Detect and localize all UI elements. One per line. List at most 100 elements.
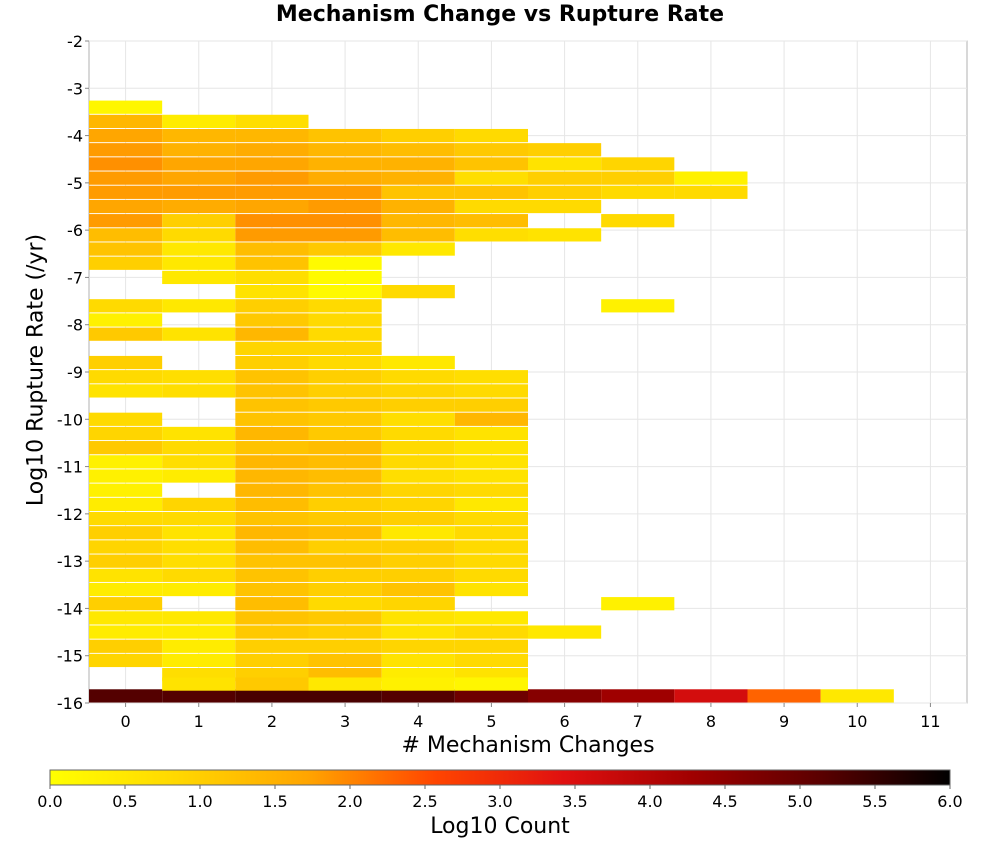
- heatmap-cell: [601, 185, 675, 199]
- heatmap-cell: [601, 214, 675, 228]
- heatmap-cell: [162, 327, 236, 341]
- heatmap-cell: [454, 611, 528, 625]
- y-tick-label: -14: [57, 599, 83, 618]
- heatmap-cell: [528, 185, 602, 199]
- heatmap-cell: [308, 611, 382, 625]
- heatmap-cell: [89, 299, 163, 313]
- heatmap-cell: [381, 199, 455, 214]
- heatmap-cell: [235, 455, 309, 469]
- heatmap-cell: [381, 455, 455, 469]
- x-tick-label: 3: [340, 712, 350, 731]
- heatmap-cell: [308, 370, 382, 384]
- colorbar-tick-label: 0.5: [112, 792, 137, 811]
- chart-title: Mechanism Change vs Rupture Rate: [275, 2, 725, 27]
- heatmap-cell: [89, 384, 163, 398]
- x-tick-label: 11: [920, 712, 940, 731]
- heatmap-cell: [454, 199, 528, 214]
- heatmap-cell: [308, 412, 382, 426]
- heatmap-cell: [89, 370, 163, 384]
- x-tick-label: 1: [194, 712, 204, 731]
- heatmap-cell: [381, 511, 455, 526]
- heatmap-cell: [528, 689, 602, 703]
- heatmap-cell: [235, 582, 309, 597]
- heatmap-cell: [235, 256, 309, 270]
- heatmap-cell: [235, 483, 309, 497]
- heatmap-cell: [308, 597, 382, 611]
- heatmap-cell: [235, 540, 309, 554]
- colorbar-tick-label: 1.0: [187, 792, 212, 811]
- heatmap-cell: [235, 497, 309, 512]
- heatmap-cell: [308, 143, 382, 157]
- heatmap-cell: [89, 157, 163, 171]
- heatmap-cell: [162, 114, 236, 129]
- heatmap-cell: [235, 677, 309, 691]
- heatmap-cell: [89, 689, 163, 703]
- heatmap-cell: [89, 214, 163, 228]
- heatmap-cell: [235, 299, 309, 313]
- heatmap-cell: [162, 199, 236, 214]
- heatmap-cell: [235, 639, 309, 653]
- heatmap-cell: [454, 157, 528, 171]
- heatmap-cell: [89, 171, 163, 185]
- colorbar-tick-label: 5.5: [862, 792, 887, 811]
- heatmap-cell: [381, 540, 455, 554]
- heatmap-cell: [381, 426, 455, 441]
- heatmap-cell: [89, 100, 163, 114]
- heatmap-cell: [454, 568, 528, 582]
- heatmap-cell: [601, 689, 675, 703]
- heatmap-cell: [308, 582, 382, 597]
- heatmap-cell: [308, 625, 382, 639]
- heatmap-cell: [89, 114, 163, 129]
- heatmap-cell: [162, 497, 236, 512]
- heatmap-cell: [235, 441, 309, 455]
- heatmap-cell: [381, 171, 455, 185]
- heatmap-cell: [601, 299, 675, 313]
- heatmap-cell: [162, 455, 236, 469]
- y-tick-label: -3: [67, 79, 83, 98]
- heatmap-cell: [162, 242, 236, 256]
- heatmap-cell: [235, 143, 309, 157]
- y-tick-label: -8: [67, 316, 83, 335]
- heatmap-cell: [308, 327, 382, 341]
- x-tick-label: 4: [413, 712, 423, 731]
- heatmap-cell: [162, 568, 236, 582]
- heatmap-cell: [454, 653, 528, 668]
- heatmap-cell: [381, 412, 455, 426]
- heatmap-cell: [89, 597, 163, 611]
- y-tick-label: -2: [67, 32, 83, 51]
- heatmap-cell: [381, 384, 455, 398]
- axis-ticks: 0 1 2 3 4 5 6 7 8 9 10 11 -2 -3 -4 -5 -6 -7 -8 -9 -10 -11 -12 -…: [57, 32, 941, 731]
- heatmap-cell: [381, 214, 455, 228]
- heatmap-cell: [528, 171, 602, 185]
- heatmap-cell: [308, 214, 382, 228]
- heatmap-cell: [89, 611, 163, 625]
- heatmap-cell: [381, 185, 455, 199]
- y-tick-label: -4: [67, 127, 83, 146]
- heatmap-cell: [162, 540, 236, 554]
- heatmap-cell: [89, 497, 163, 512]
- heatmap-cell: [454, 526, 528, 540]
- heatmap-cell: [308, 689, 382, 703]
- heatmap-cell: [381, 677, 455, 691]
- colorbar-tick-label: 6.0: [937, 792, 962, 811]
- heatmap-cell: [454, 128, 528, 143]
- heatmap-cell: [381, 143, 455, 157]
- heatmap-cell: [89, 540, 163, 554]
- heatmap-cell: [308, 469, 382, 483]
- heatmap-cell: [528, 143, 602, 157]
- heatmap-cell: [454, 370, 528, 384]
- heatmap-cell: [308, 526, 382, 540]
- heatmap-cell: [89, 653, 163, 668]
- y-tick-label: -10: [57, 410, 83, 429]
- y-tick-label: -7: [67, 268, 83, 287]
- heatmap-cell: [235, 653, 309, 668]
- heatmap-cell: [674, 185, 748, 199]
- heatmap-cell: [162, 554, 236, 568]
- heatmap-cell: [89, 185, 163, 199]
- heatmap-cell: [381, 483, 455, 497]
- heatmap-cell: [381, 497, 455, 512]
- colorbar-tick-label: 4.5: [712, 792, 737, 811]
- x-tick-label: 7: [633, 712, 643, 731]
- heatmap-cell: [89, 426, 163, 441]
- heatmap-cell: [235, 171, 309, 185]
